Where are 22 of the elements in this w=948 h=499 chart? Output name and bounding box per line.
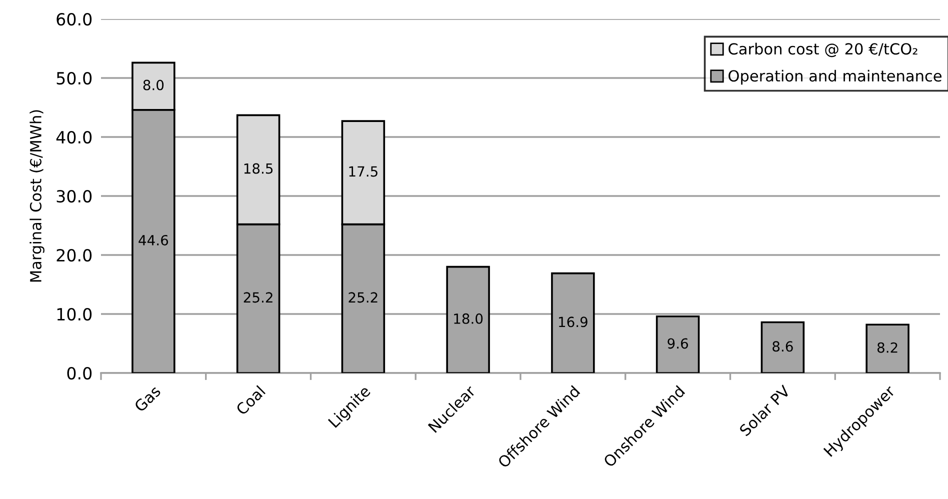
data-label: 25.2 bbox=[244, 292, 272, 303]
data-label: 16.9 bbox=[559, 316, 588, 328]
y-tick-label: 0.0 bbox=[67, 366, 92, 380]
data-label: 18.0 bbox=[454, 313, 483, 324]
data-label: 9.6 bbox=[668, 338, 688, 349]
data-label: 8.2 bbox=[877, 342, 898, 353]
data-label: 17.5 bbox=[349, 166, 378, 177]
y-tick-label: 40.0 bbox=[56, 130, 92, 144]
data-label: 44.6 bbox=[138, 234, 168, 246]
y-tick-label: 30.0 bbox=[56, 190, 92, 203]
y-tick-label: 60.0 bbox=[56, 12, 92, 26]
legend-label: Operation and maintenance bbox=[728, 70, 942, 85]
x-tick-label: Gas bbox=[134, 384, 162, 412]
y-tick-label: 50.0 bbox=[56, 72, 92, 85]
y-tick-label: 20.0 bbox=[56, 248, 92, 262]
data-label: 18.5 bbox=[244, 163, 273, 174]
data-label: 25.2 bbox=[348, 292, 378, 303]
data-label: 8.0 bbox=[143, 80, 164, 90]
legend-label: Carbon cost @ 20 €/tCO₂ bbox=[728, 42, 918, 58]
data-label: 8.6 bbox=[772, 341, 793, 352]
y-axis-title: Marginal Cost (€/MWh) bbox=[30, 110, 44, 282]
y-tick-label: 10.0 bbox=[57, 308, 92, 321]
